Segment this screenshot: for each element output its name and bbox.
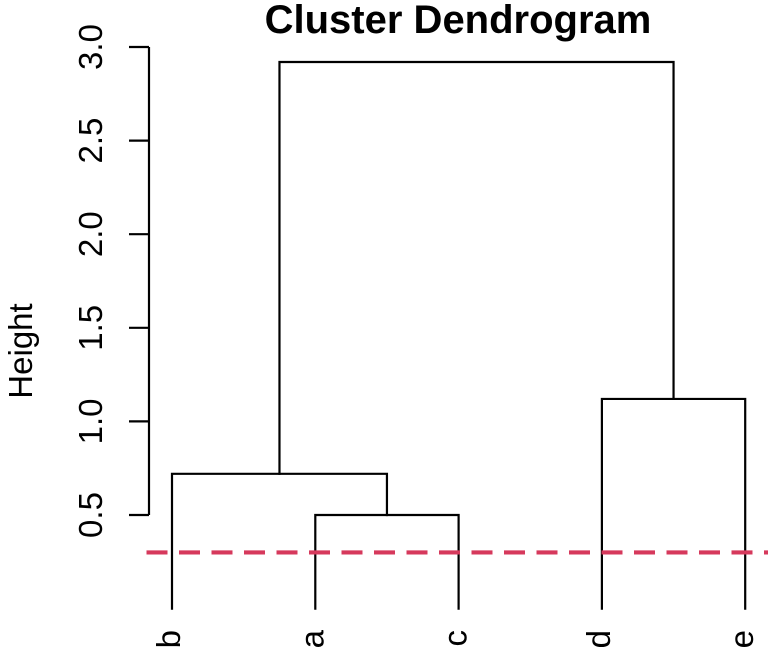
y-tick-label-2.0: 2.0 — [72, 211, 109, 257]
y-tick-label-0.5: 0.5 — [72, 492, 109, 538]
y-axis: 0.5 1.0 1.5 2.0 2.5 3.0 — [72, 24, 151, 538]
dendrogram-tree — [170, 60, 747, 610]
merge-link-root — [278, 60, 675, 475]
chart-title: Cluster Dendrogram — [265, 0, 652, 42]
leaf-label-d: d — [580, 630, 617, 648]
leaf-label-c: c — [437, 630, 474, 647]
leaf-label-a: a — [293, 629, 330, 648]
y-axis-title: Height — [2, 303, 39, 398]
leaf-label-b: b — [150, 630, 187, 648]
merge-link-de — [600, 397, 747, 610]
merge-link-ac — [314, 513, 460, 610]
y-tick-label-1.0: 1.0 — [72, 398, 109, 444]
merge-link-bac — [170, 472, 389, 610]
y-tick-label-1.5: 1.5 — [72, 305, 109, 351]
leaf-label-e: e — [723, 630, 760, 648]
y-tick-label-3.0: 3.0 — [72, 24, 109, 70]
y-tick-label-2.5: 2.5 — [72, 118, 109, 164]
